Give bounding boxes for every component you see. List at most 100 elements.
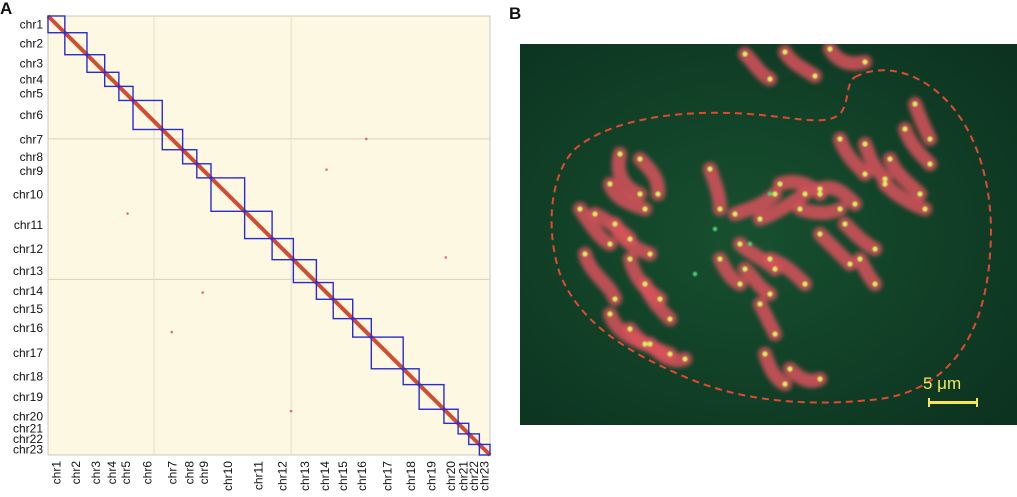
chromosome [738,262,777,301]
x-tick-label: chr17 [380,461,394,491]
telomere-signal [637,191,643,197]
x-tick-label: chr14 [318,461,332,491]
diagonal-signal-green [47,15,491,456]
telomere-signal [882,176,888,182]
y-tick-label: chr3 [20,57,44,71]
chromosome [753,297,782,341]
chromosome [638,277,677,326]
telomere-signal [655,191,661,197]
telomere-signal [817,191,823,197]
x-tick-label: chr2 [69,461,83,485]
trans-contact-dot [289,409,293,413]
telomere-signal [882,181,888,187]
telomere-signal [742,266,748,272]
telomere-signal [742,51,748,57]
y-tick-label: chr22 [13,432,43,446]
telomere-signal [767,291,773,297]
chromosome [578,247,622,306]
telomere-signal [787,366,793,372]
x-tick-label: chr23 [478,461,492,491]
chromosome [611,147,647,201]
x-tick-label: chr5 [119,461,133,485]
trans-contact-dot [170,330,174,334]
chromosome-box-17 [370,336,404,370]
telomere-signal [802,191,808,197]
telomere-signal [732,211,738,217]
chromosome-box-8 [181,149,198,165]
y-tick-label: chr15 [13,302,43,316]
telomere-signal [927,136,933,142]
y-tick-label: chr21 [13,422,43,436]
chromosome [763,252,812,291]
telomere-signal [917,191,923,197]
y-tick-label: chr19 [13,390,43,404]
y-tick-label: chr8 [20,150,44,164]
telomere-signal [592,211,598,217]
telomere-signal [862,171,868,177]
telomere-signal [607,241,613,247]
chromosome-box-20 [443,408,459,425]
background-signal [747,241,753,247]
telomere-signal [612,296,618,302]
x-tick-label: chr13 [298,461,312,491]
chromosome [738,47,777,86]
y-tick-label: chr20 [13,409,43,423]
y-tick-label: chr6 [20,108,44,122]
y-tick-label: chr4 [20,72,44,86]
chromosome-box-18 [402,368,420,386]
chromosome [793,202,847,220]
telomere-signal [767,256,773,262]
telomere-signal [767,76,773,82]
telomere-signal [772,266,778,272]
x-tick-label: chr7 [165,461,179,485]
telomere-signal [912,101,918,107]
chromosome [728,187,782,221]
chromosome-box-6 [132,99,163,131]
telomere-signal [817,376,823,382]
chromosome [778,45,822,83]
y-tick-label: chr18 [13,370,43,384]
telomere-signal [682,356,688,362]
chromosome [713,252,747,291]
y-tick-label: chr16 [13,321,43,335]
trans-contact-dot [126,212,129,215]
telomere-signal [842,221,848,227]
chromosome [883,152,927,201]
x-tick-label: chr10 [221,461,235,491]
chromosome-box-13 [292,258,318,284]
telomere-signal [607,311,613,317]
x-tick-label: chr1 [49,461,63,485]
telomere-signal [577,206,583,212]
telomere-signal [717,256,723,262]
x-tick-label: chr20 [444,461,458,491]
chromosome [603,177,652,216]
chromosome [823,44,872,71]
background-signal [712,226,718,232]
telomere-signal [812,73,818,79]
telomere-signal [797,206,803,212]
telomere-signal [612,221,618,227]
telomere-signal [617,151,623,157]
x-tick-label: chr19 [425,461,439,491]
telomere-signal [902,126,908,132]
chromosome-box-22 [468,433,481,446]
cell-outline [550,69,992,404]
chromosome-box-2 [64,32,88,56]
telomere-signal [627,326,633,332]
x-tick-label: chr15 [336,461,350,491]
trans-contact-dot [325,168,328,171]
x-tick-label: chr11 [251,461,265,490]
telomere-signal [627,256,633,262]
x-tick-label: chr3 [89,461,103,485]
telomere-signal [667,316,673,322]
scale-bar-label: 5 μm [923,374,962,393]
x-tick-label: chr16 [355,461,369,491]
x-tick-label: chr12 [276,461,290,491]
telomere-signal [887,156,893,162]
chromosome-box-5 [118,85,134,102]
telomere-signal [772,331,778,337]
background-signal [692,271,698,277]
telomere-signal [607,181,613,187]
telomere-signal [777,181,783,187]
y-tick-label: chr2 [20,37,44,51]
